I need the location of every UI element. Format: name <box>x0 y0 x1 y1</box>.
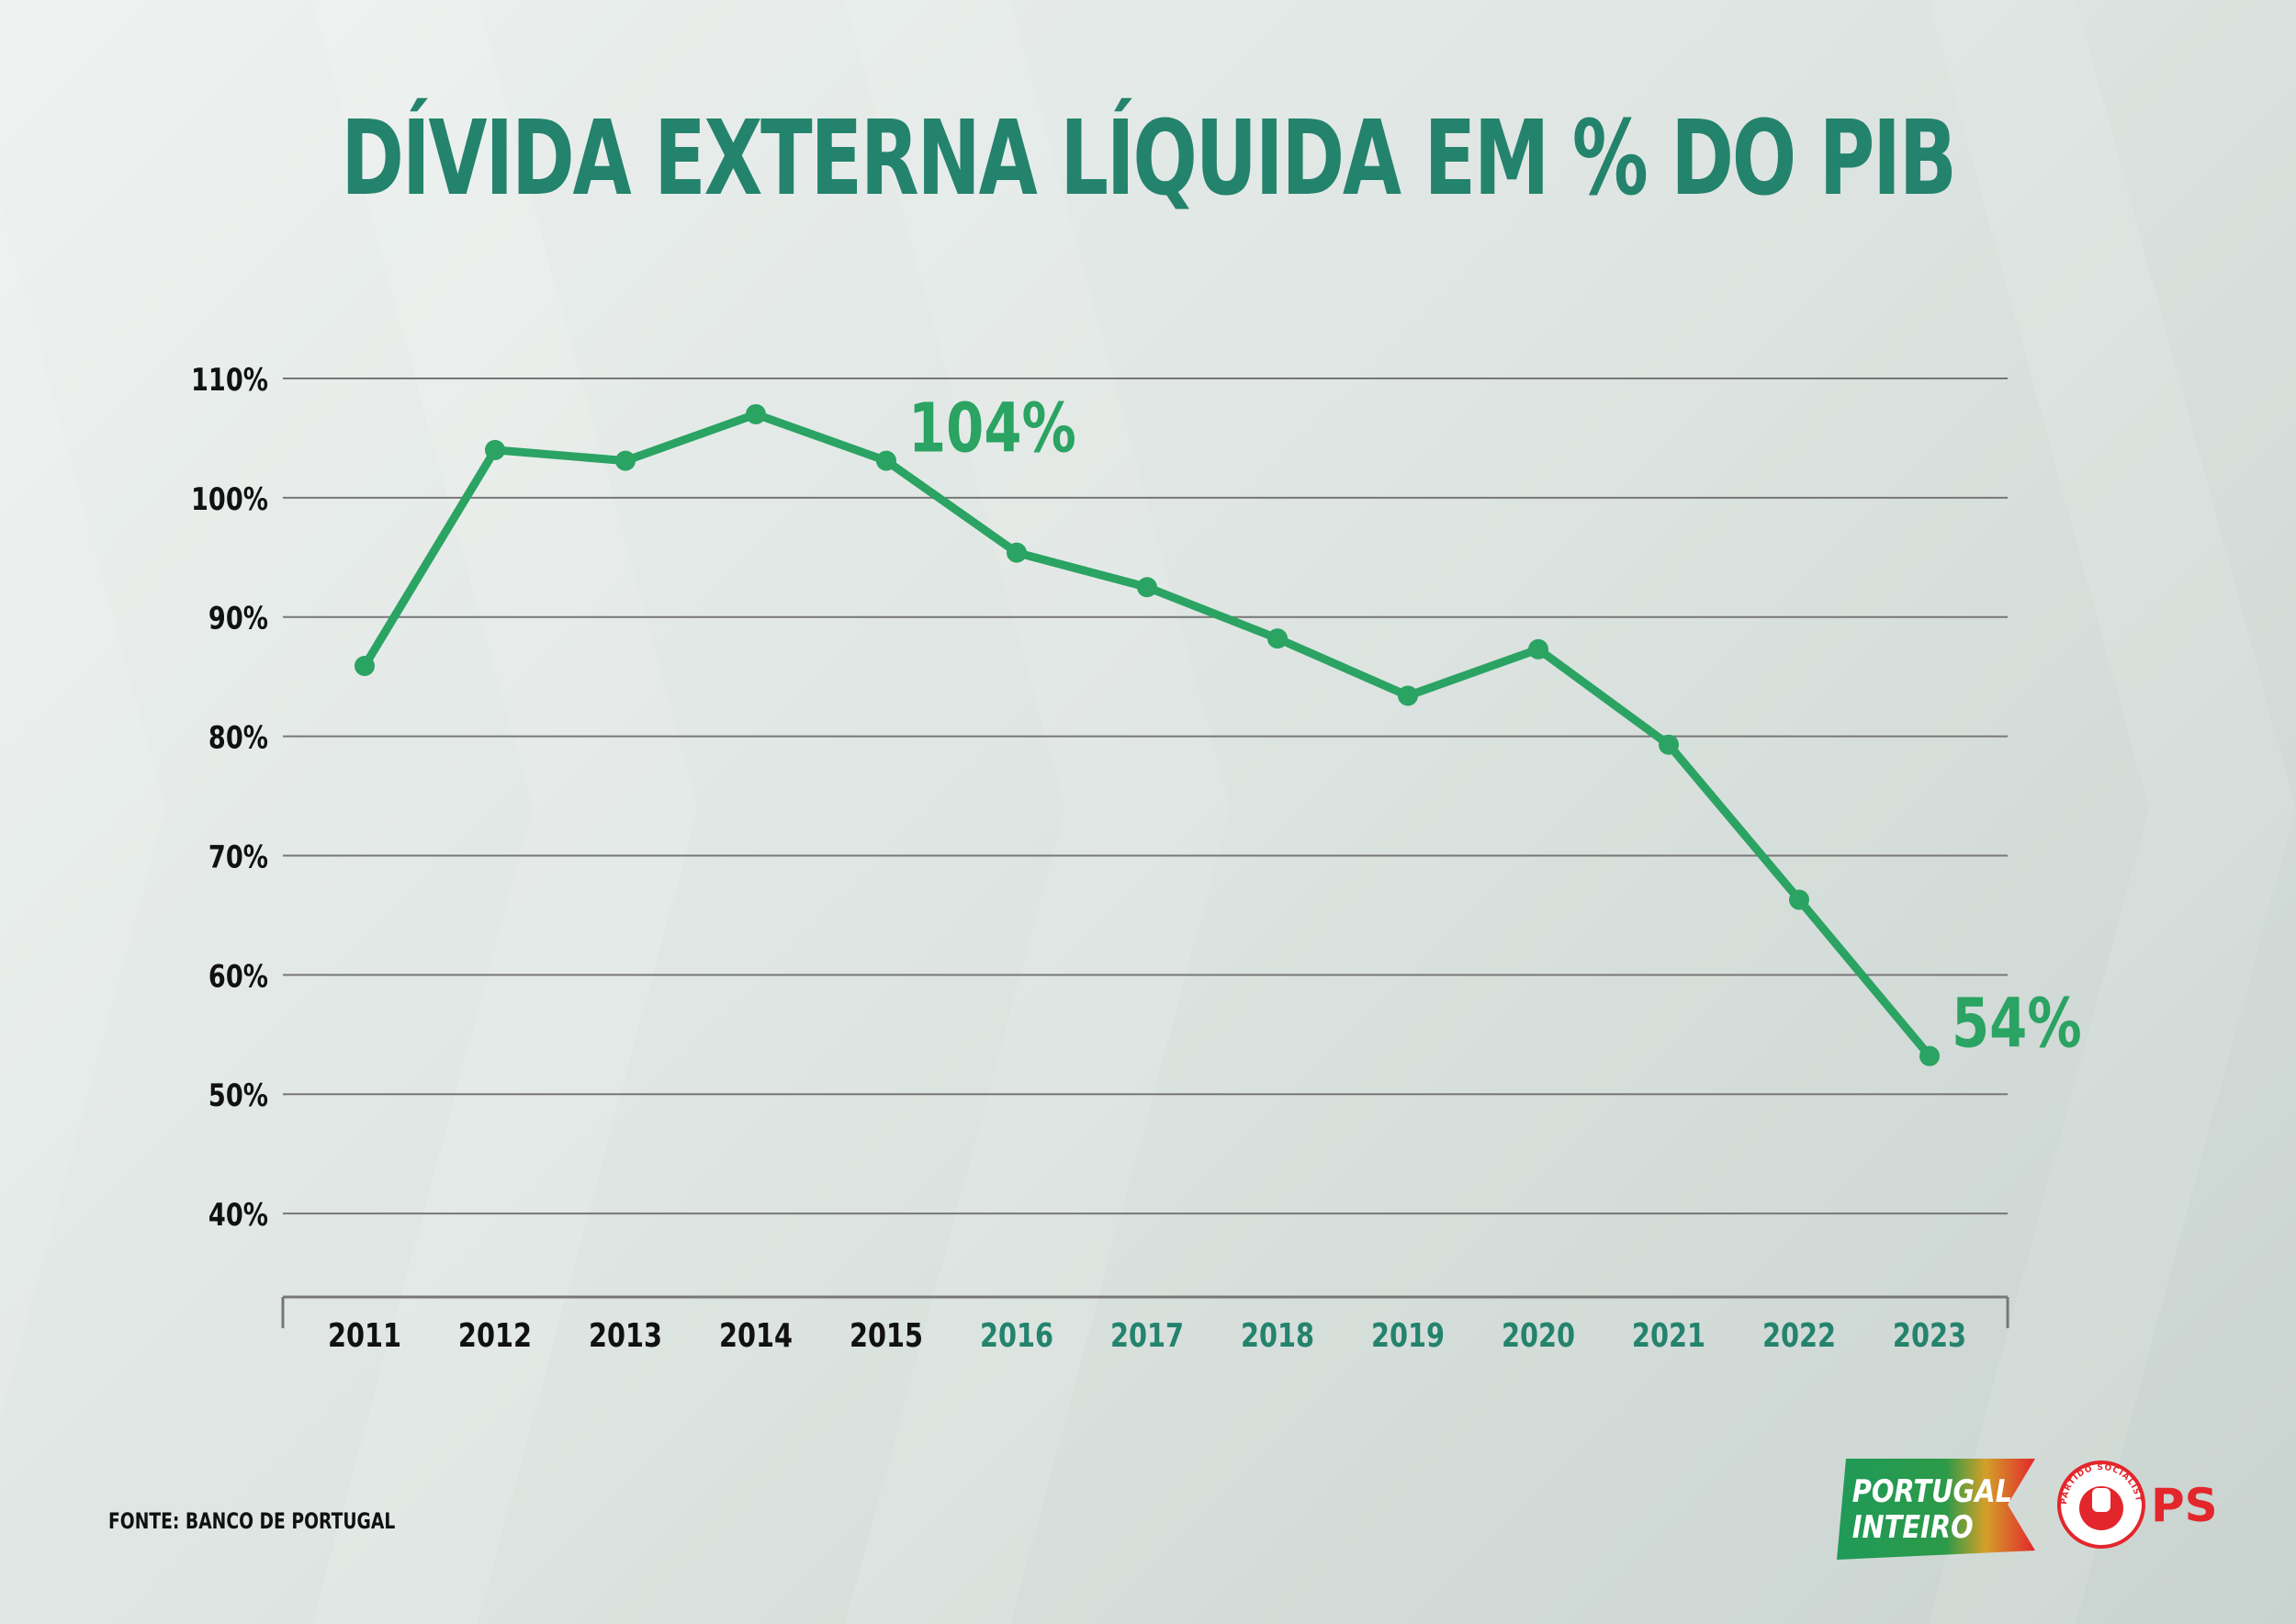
x-tick-label: 2011 <box>328 1316 401 1355</box>
x-tick-label: 2013 <box>589 1316 662 1355</box>
series-line-path <box>360 410 1934 1061</box>
y-tick-label: 90% <box>208 601 268 637</box>
data-point <box>1528 638 1548 660</box>
ps-text: PS <box>2151 1479 2218 1532</box>
x-axis <box>281 1295 2009 1328</box>
data-point <box>746 403 766 424</box>
annotations: 104% 54% <box>908 389 2082 1063</box>
data-point <box>1267 628 1288 649</box>
chart-title: DÍVIDA EXTERNA LÍQUIDA EM % DO PIB <box>341 99 1957 219</box>
data-point <box>1137 577 1157 598</box>
x-tick-label: 2022 <box>1762 1316 1836 1355</box>
grid-lines <box>283 378 2008 1215</box>
data-point <box>355 655 375 676</box>
y-tick-label: 60% <box>208 958 268 995</box>
fist-icon <box>2092 1488 2110 1512</box>
x-tick-label: 2016 <box>980 1316 1053 1355</box>
series-line <box>360 410 1934 1061</box>
x-tick-label: 2012 <box>458 1316 532 1355</box>
logo-line1: PORTUGAL <box>1852 1474 2012 1510</box>
x-tick-label: 2017 <box>1110 1316 1184 1355</box>
x-tick-label: 2021 <box>1632 1316 1705 1355</box>
x-tick-label: 2020 <box>1502 1316 1575 1355</box>
logo-line2: INTEIRO <box>1852 1510 1974 1546</box>
x-tick-label: 2023 <box>1893 1316 1966 1355</box>
y-tick-label: 100% <box>191 481 268 518</box>
data-point <box>876 450 896 471</box>
x-tick-label: 2019 <box>1371 1316 1445 1355</box>
data-point <box>615 450 636 471</box>
source-note: FONTE: BANCO DE PORTUGAL <box>108 1508 396 1534</box>
y-tick-label: 50% <box>208 1077 268 1114</box>
data-label: 104% <box>908 389 1076 468</box>
data-point <box>1007 542 1027 563</box>
data-point <box>485 439 505 460</box>
x-tick-label: 2018 <box>1241 1316 1314 1355</box>
x-tick-label: 2015 <box>850 1316 923 1355</box>
y-tick-label: 80% <box>208 720 268 757</box>
series-points <box>355 403 1940 1066</box>
ps-logo: PARTIDO SOCIALISTA PS <box>2054 1457 2218 1549</box>
y-tick-label: 70% <box>208 840 268 876</box>
data-point <box>1789 889 1809 910</box>
y-tick-label: 110% <box>191 362 268 399</box>
data-point <box>1398 685 1418 706</box>
x-axis-ticks: 2011 2012 2013 2014 2015 2016 2017 2018 2019 2020… <box>328 1316 1966 1355</box>
data-point <box>1919 1045 1940 1066</box>
portugal-inteiro-logo: PORTUGAL INTEIRO <box>1837 1459 2035 1560</box>
x-tick-label: 2014 <box>719 1316 793 1355</box>
data-label: 54% <box>1952 984 2082 1063</box>
y-axis-ticks: 40% 50% 60% 70% 80% 90% 100% 110% <box>191 362 268 1234</box>
y-tick-label: 40% <box>208 1197 268 1234</box>
data-point <box>1659 734 1679 755</box>
